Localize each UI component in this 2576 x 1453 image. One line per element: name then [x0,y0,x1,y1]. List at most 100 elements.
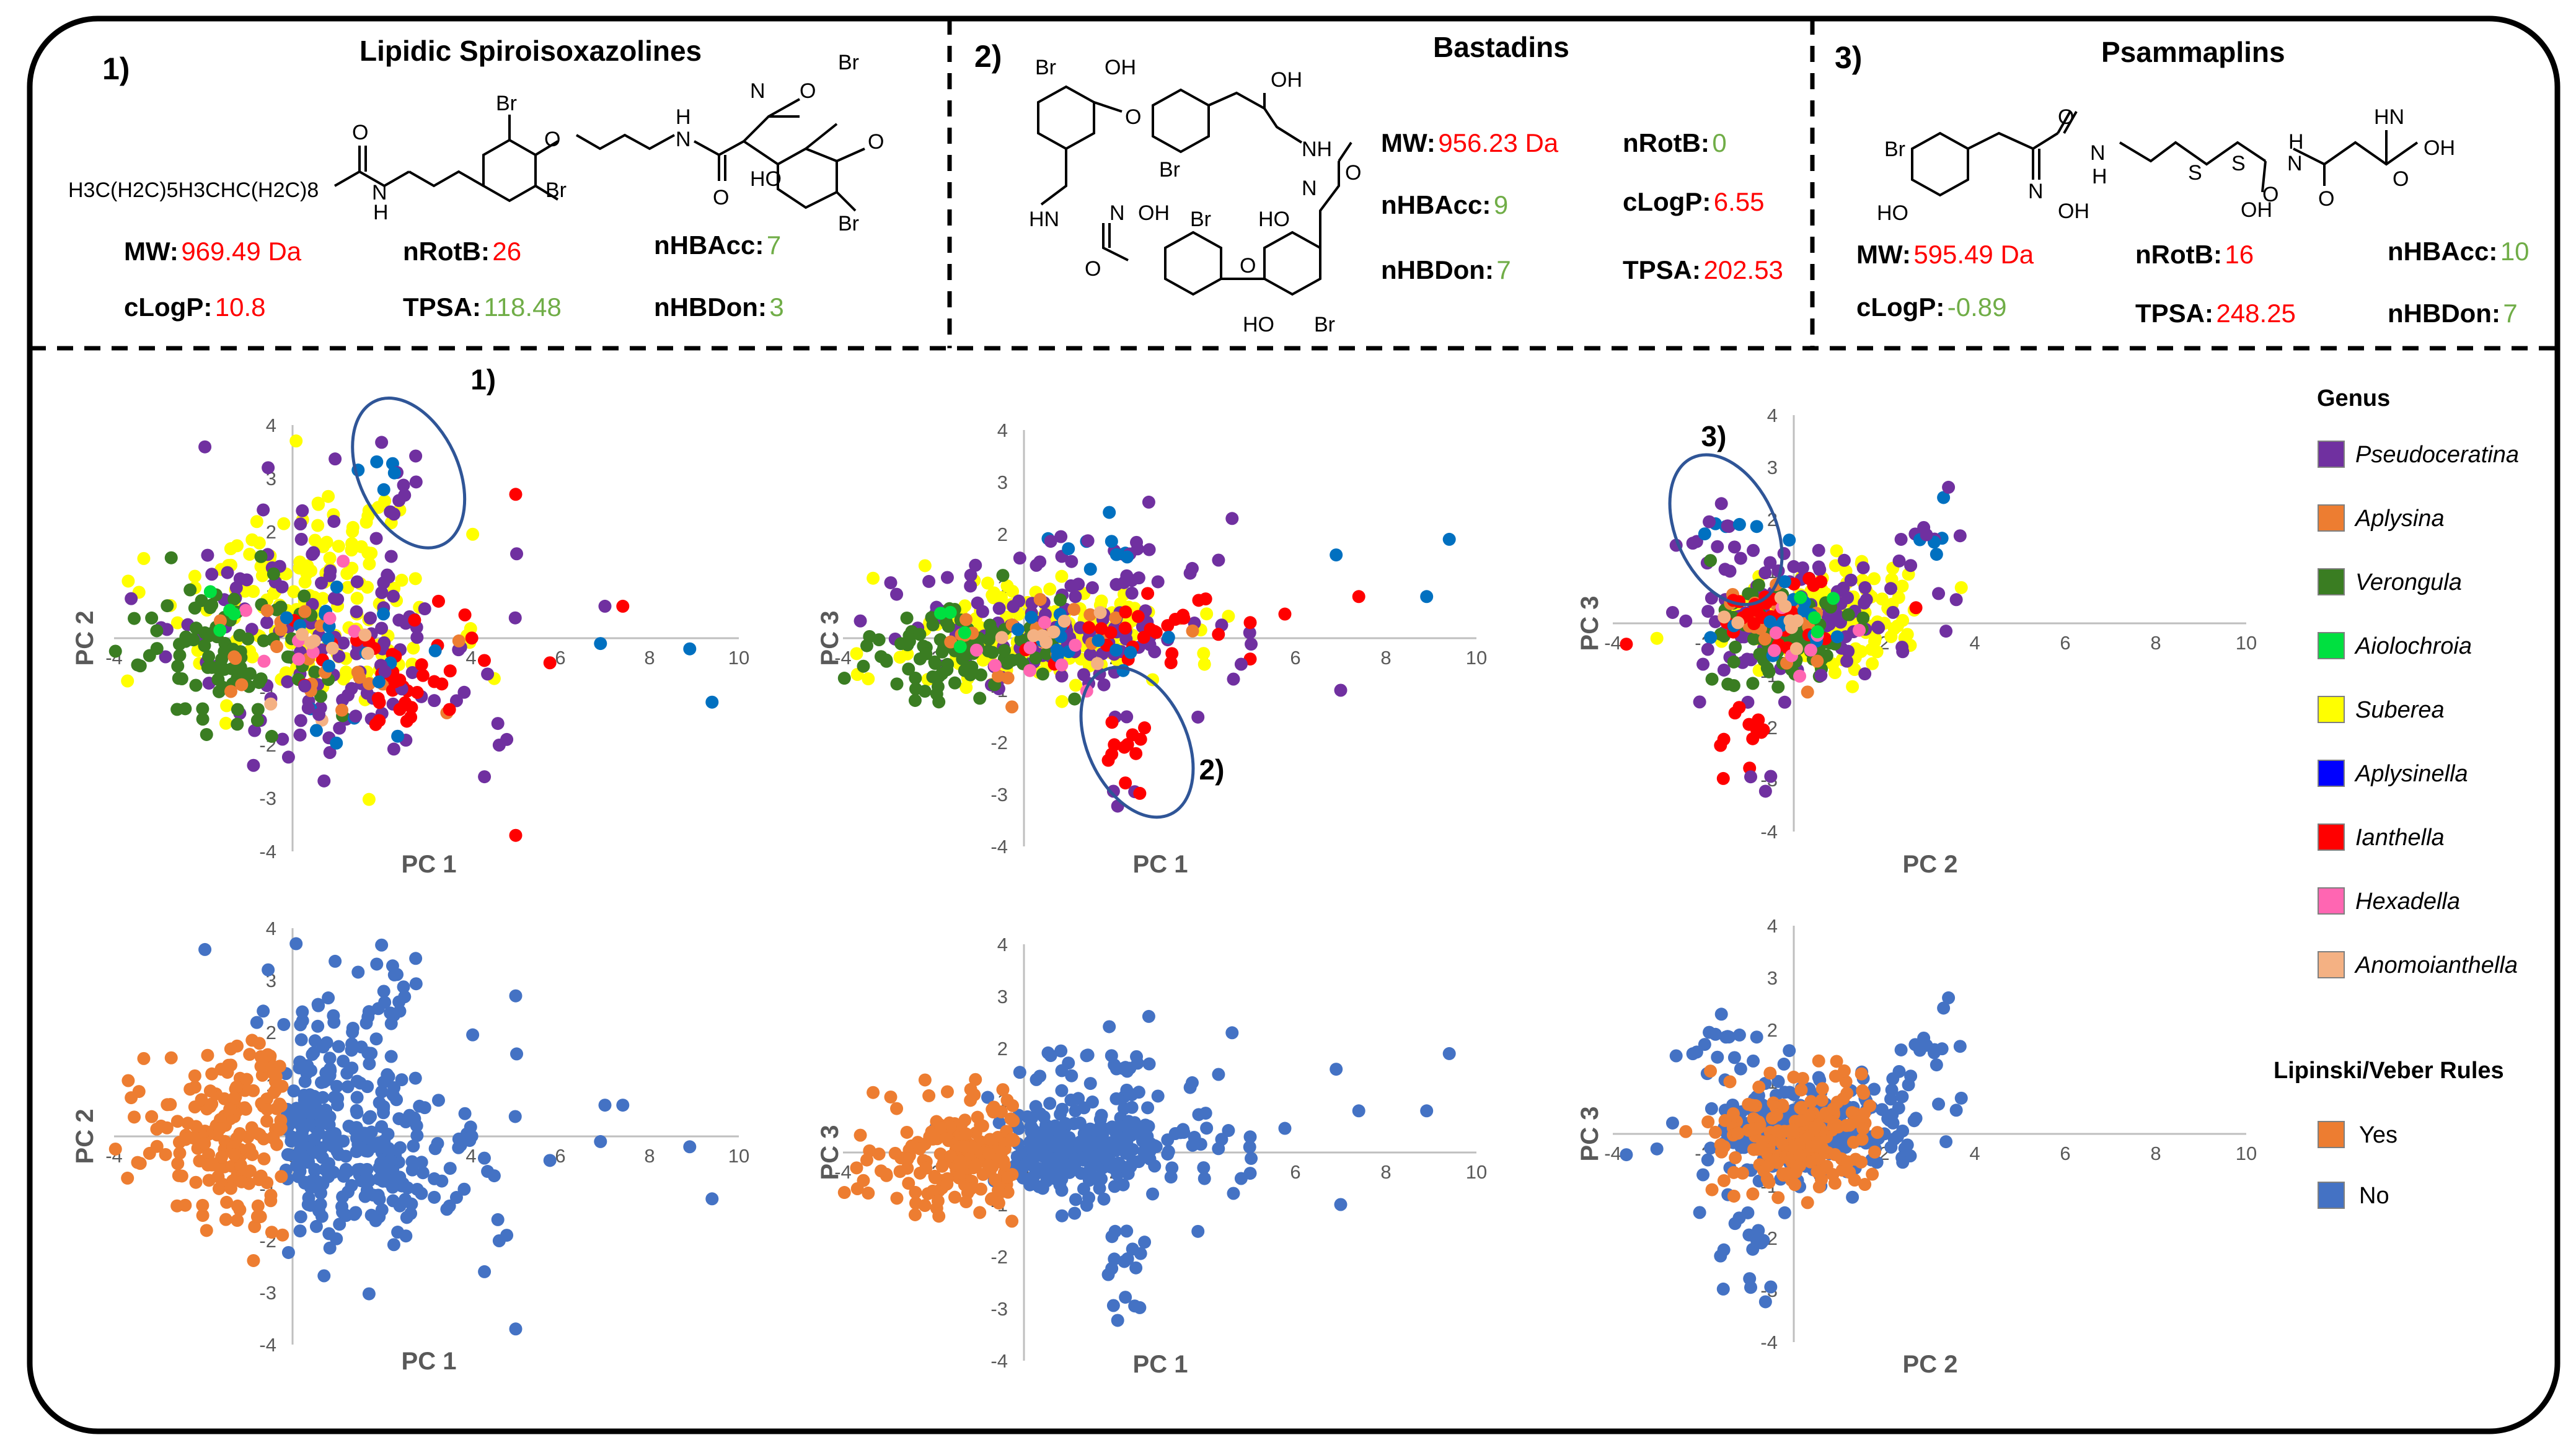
data-point [867,1086,880,1099]
data-point [183,583,197,597]
x-tick-label: 10 [2236,632,2257,654]
data-point [408,613,421,627]
y-tick-label: 4 [1767,405,1778,426]
data-point [1054,593,1067,607]
data-point [378,1162,392,1176]
data-point [1734,551,1747,565]
data-point [1714,1007,1728,1021]
x-tick-label: 10 [2236,1143,2257,1164]
data-point [203,1084,217,1098]
data-point [125,1091,138,1105]
data-point [1728,1217,1742,1231]
data-point [1858,1107,1871,1120]
data-point [1085,1095,1099,1109]
data-point [409,977,423,991]
x-tick-label: 8 [644,1145,655,1167]
legend-label: Ianthella [2355,825,2445,851]
data-point [901,638,914,652]
data-point [270,640,284,654]
data-point [1837,553,1851,567]
data-point [1796,1071,1809,1085]
data-point [850,1161,863,1175]
data-point [1119,1120,1132,1133]
data-point [509,488,523,501]
data-point [1747,1122,1761,1136]
data-point [435,1174,449,1188]
data-point [1892,1101,1905,1115]
data-point [372,675,386,688]
y-tick-label: 4 [1767,915,1778,937]
data-point [1126,1242,1139,1256]
data-point [295,1126,309,1139]
data-point [1716,771,1730,785]
data-point [1731,616,1745,630]
data-point [1055,1084,1069,1097]
data-point [478,1265,492,1278]
data-point [998,1158,1012,1172]
data-point [1771,1124,1785,1138]
data-point [257,654,271,668]
data-point [1148,645,1162,659]
data-point [1904,559,1918,573]
data-point [1044,1049,1057,1063]
data-point [1794,590,1807,604]
data-point [969,558,982,572]
data-point [175,672,188,685]
data-point [1718,610,1731,624]
data-point [322,489,335,503]
data-point [908,1208,922,1221]
data-point [1842,1118,1855,1132]
data-point [1083,1122,1097,1136]
data-point [409,449,423,463]
y-axis-label: PC 3 [816,1125,844,1180]
data-point [346,520,359,534]
data-point [170,616,184,630]
x-tick-label: 10 [728,647,749,669]
data-point [397,478,410,492]
data-point [1121,738,1134,752]
data-point [1330,548,1343,562]
data-point [1186,624,1199,638]
y-tick-label: -3 [990,1298,1008,1320]
data-point [257,1004,270,1018]
data-point [1954,581,1968,594]
data-point [1815,1094,1828,1107]
data-point [1065,1069,1078,1082]
data-point [416,669,430,682]
x-tick-label: 10 [728,1145,749,1167]
structure-label: HN [1029,208,1059,231]
data-point [1942,480,1956,494]
y-tick-label: 3 [1767,457,1778,478]
y-tick-label: -2 [990,1246,1008,1268]
data-point [1728,706,1742,720]
data-point [1007,600,1020,613]
data-point [1118,1136,1132,1149]
data-point [150,624,164,638]
data-point [327,1016,341,1029]
data-point [973,691,987,705]
data-point [1137,631,1150,644]
data-point [1352,1104,1365,1118]
data-point [1006,584,1020,598]
data-point [953,640,967,654]
y-tick-label: 2 [997,524,1008,545]
compound-number: 3) [1835,40,1862,75]
data-point [1796,561,1809,574]
property: MW: 969.49 Da [124,237,302,266]
data-point [337,1169,350,1183]
y-tick-label: -4 [259,841,276,863]
data-point [1804,643,1817,657]
data-point [409,952,423,965]
chemical-structure [334,98,865,212]
data-point [1717,1174,1731,1187]
data-point [1006,1099,1020,1112]
data-point [1420,1104,1434,1118]
data-point [377,636,391,649]
data-point [908,693,922,707]
data-point [188,569,201,583]
cluster-label: 1) [470,363,496,395]
data-point [1856,1084,1869,1097]
structure-label: H [2288,130,2304,154]
data-point [307,1132,321,1146]
structure-label: O [2058,105,2074,129]
